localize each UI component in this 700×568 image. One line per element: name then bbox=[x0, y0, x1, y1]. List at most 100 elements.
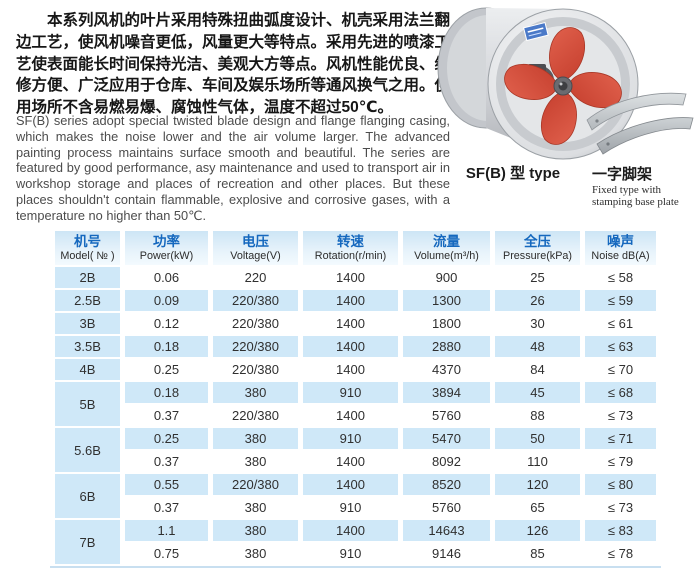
spec-cell: 2880 bbox=[403, 336, 490, 357]
spec-cell: 30 bbox=[495, 313, 580, 334]
fan-type-label: SF(B) 型 type bbox=[465, 165, 561, 182]
spec-cell: 0.25 bbox=[125, 428, 208, 449]
spec-cell: ≤ 73 bbox=[585, 405, 656, 426]
spec-cell: 910 bbox=[303, 428, 398, 449]
column-header-en: Power(kW) bbox=[139, 250, 194, 262]
spec-cell: ≤ 71 bbox=[585, 428, 656, 449]
spec-cell: 120 bbox=[495, 474, 580, 495]
column-header-en: Rotation(r/min) bbox=[314, 250, 387, 262]
spec-cell: 0.18 bbox=[125, 336, 208, 357]
column-header: 流量 Volume(m³/h) bbox=[403, 231, 490, 265]
table-row: 3B 0.12 220/380 1400 1800 30 ≤ 61 bbox=[55, 313, 656, 334]
spec-cell: 0.18 bbox=[125, 382, 208, 403]
spec-cell: 26 bbox=[495, 290, 580, 311]
spec-cell: 5470 bbox=[403, 428, 490, 449]
spec-cell: 0.25 bbox=[125, 359, 208, 380]
spec-cell: 85 bbox=[495, 543, 580, 564]
column-header: 机号 Model( № ) bbox=[55, 231, 120, 265]
bracket-caption-line1: Fixed type with bbox=[592, 184, 662, 196]
column-header-cn: 功率 bbox=[153, 234, 180, 249]
spec-cell: 4370 bbox=[403, 359, 490, 380]
column-header-en: Pressure(kPa) bbox=[503, 250, 572, 262]
spec-cell: 220/380 bbox=[213, 313, 298, 334]
model-cell: 5.6B bbox=[55, 428, 120, 472]
spec-cell: 5760 bbox=[403, 405, 490, 426]
spec-cell: ≤ 80 bbox=[585, 474, 656, 495]
spec-cell: ≤ 59 bbox=[585, 290, 656, 311]
spec-cell: ≤ 61 bbox=[585, 313, 656, 334]
spec-cell: 1800 bbox=[403, 313, 490, 334]
spec-cell: 0.37 bbox=[125, 451, 208, 472]
spec-cell: 1400 bbox=[303, 405, 398, 426]
spec-cell: 1400 bbox=[303, 336, 398, 357]
spec-cell: 3894 bbox=[403, 382, 490, 403]
spec-cell: 220/380 bbox=[213, 336, 298, 357]
model-cell: 6B bbox=[55, 474, 120, 518]
spec-cell: 45 bbox=[495, 382, 580, 403]
spec-cell: 1400 bbox=[303, 451, 398, 472]
spec-cell: 88 bbox=[495, 405, 580, 426]
spec-cell: 8520 bbox=[403, 474, 490, 495]
column-header: 转速 Rotation(r/min) bbox=[303, 231, 398, 265]
spec-cell: 910 bbox=[303, 543, 398, 564]
bracket-caption-line2: stamping base plate bbox=[592, 195, 679, 208]
table-row: 5.6B 0.25 380 910 5470 50 ≤ 71 bbox=[55, 428, 656, 472]
column-header-en: Noise dB(A) bbox=[591, 250, 650, 262]
model-cell: 4B bbox=[55, 359, 120, 380]
spec-cell: 1400 bbox=[303, 267, 398, 288]
table-row: 7B 1.1 380 1400 14643 126 ≤ 83 bbox=[55, 520, 656, 564]
spec-cell: 1400 bbox=[303, 313, 398, 334]
spec-cell: 220/380 bbox=[213, 405, 298, 426]
spec-cell: ≤ 78 bbox=[585, 543, 656, 564]
column-header-cn: 机号 bbox=[74, 234, 101, 249]
table-row: 0.37 220/380 1400 5760 88 ≤ 73 bbox=[55, 405, 656, 426]
base-plate-upper bbox=[586, 92, 687, 131]
table-row: 6B 0.55 220/380 1400 8520 120 ≤ 80 bbox=[55, 474, 656, 518]
spec-cell: 1.1 bbox=[125, 520, 208, 541]
spec-cell: 5760 bbox=[403, 497, 490, 518]
column-header-cn: 全压 bbox=[524, 234, 551, 249]
model-cell: 3B bbox=[55, 313, 120, 334]
spec-cell: 220/380 bbox=[213, 474, 298, 495]
table-row: 0.75 380 910 9146 85 ≤ 78 bbox=[55, 543, 656, 564]
spec-cell: ≤ 79 bbox=[585, 451, 656, 472]
table-row: 2B 0.06 220 1400 900 25 ≤ 58 bbox=[55, 267, 656, 288]
spec-cell: 1400 bbox=[303, 290, 398, 311]
spec-cell: 1400 bbox=[303, 520, 398, 541]
bracket-caption: Fixed type with stamping base plate bbox=[592, 184, 679, 208]
spec-cell: 14643 bbox=[403, 520, 490, 541]
spec-table: 机号 Model( № ) 功率 Power(kW) 电压 Voltage(V) 转速 Rot… bbox=[50, 229, 661, 568]
spec-cell: 65 bbox=[495, 497, 580, 518]
spec-cell: 380 bbox=[213, 382, 298, 403]
column-header: 功率 Power(kW) bbox=[125, 231, 208, 265]
spec-cell: 0.75 bbox=[125, 543, 208, 564]
column-header: 电压 Voltage(V) bbox=[213, 231, 298, 265]
spec-cell: 0.12 bbox=[125, 313, 208, 334]
spec-cell: ≤ 73 bbox=[585, 497, 656, 518]
spec-cell: ≤ 63 bbox=[585, 336, 656, 357]
spec-cell: ≤ 70 bbox=[585, 359, 656, 380]
spec-cell: 9146 bbox=[403, 543, 490, 564]
spec-cell: 50 bbox=[495, 428, 580, 449]
model-cell: 2B bbox=[55, 267, 120, 288]
spec-cell: 380 bbox=[213, 428, 298, 449]
column-header: 全压 Pressure(kPa) bbox=[495, 231, 580, 265]
table-row: 3.5B 0.18 220/380 1400 2880 48 ≤ 63 bbox=[55, 336, 656, 357]
fan-impeller bbox=[504, 27, 622, 145]
spec-cell: 380 bbox=[213, 497, 298, 518]
model-cell: 5B bbox=[55, 382, 120, 426]
model-cell: 3.5B bbox=[55, 336, 120, 357]
spec-cell: ≤ 68 bbox=[585, 382, 656, 403]
column-header-cn: 噪声 bbox=[607, 234, 634, 249]
spec-table-header-row: 机号 Model( № ) 功率 Power(kW) 电压 Voltage(V) 转速 Rot… bbox=[55, 231, 656, 265]
spec-cell: 900 bbox=[403, 267, 490, 288]
fan-product-image bbox=[437, 7, 639, 160]
spec-cell: 1300 bbox=[403, 290, 490, 311]
bracket-product-image bbox=[586, 92, 694, 155]
spec-cell: 910 bbox=[303, 382, 398, 403]
spec-cell: 380 bbox=[213, 520, 298, 541]
column-header-cn: 流量 bbox=[433, 234, 460, 249]
table-row: 5B 0.18 380 910 3894 45 ≤ 68 bbox=[55, 382, 656, 426]
model-cell: 2.5B bbox=[55, 290, 120, 311]
spec-cell: 0.06 bbox=[125, 267, 208, 288]
